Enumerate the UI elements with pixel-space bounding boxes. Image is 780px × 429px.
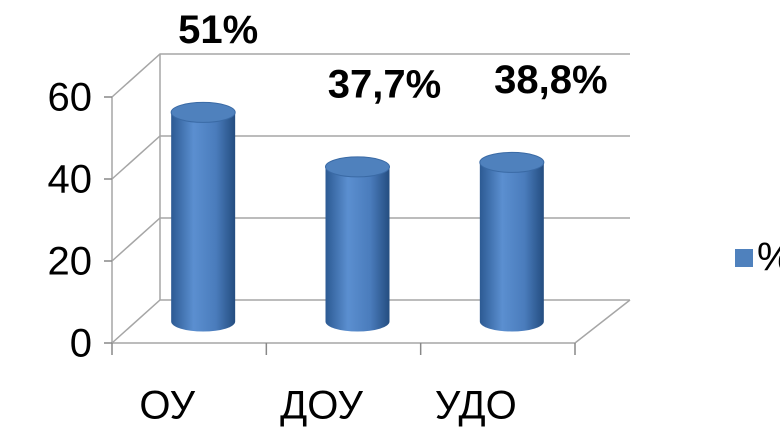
y-tick-label: 0 <box>70 322 92 366</box>
bar <box>171 112 236 332</box>
value-label: 51% <box>178 8 258 52</box>
value-label: 38,8% <box>494 58 607 102</box>
legend-label: % <box>757 236 780 280</box>
labels: 0 20 40 60 ОУ ДОУ УДО 51% 37,7% 38,8%% <box>48 8 780 428</box>
grid <box>104 53 631 355</box>
grid-line <box>111 135 630 180</box>
x-tick-label: ОУ <box>139 384 195 428</box>
legend-swatch <box>735 249 753 267</box>
bar-top <box>325 156 390 178</box>
bars <box>170 101 545 332</box>
x-tick-label: УДО <box>435 384 517 428</box>
bar-top <box>170 101 236 123</box>
bar <box>325 166 390 332</box>
y-tick-label: 20 <box>48 240 93 284</box>
grid-line <box>111 299 630 344</box>
grid-line <box>111 217 630 262</box>
y-tick-label: 60 <box>48 76 93 120</box>
y-tick-label: 40 <box>48 158 93 202</box>
value-label: 37,7% <box>328 62 441 106</box>
grid-line <box>111 53 630 98</box>
bar <box>479 162 544 332</box>
bar-top <box>479 151 545 173</box>
x-tick-label: ДОУ <box>280 384 363 428</box>
